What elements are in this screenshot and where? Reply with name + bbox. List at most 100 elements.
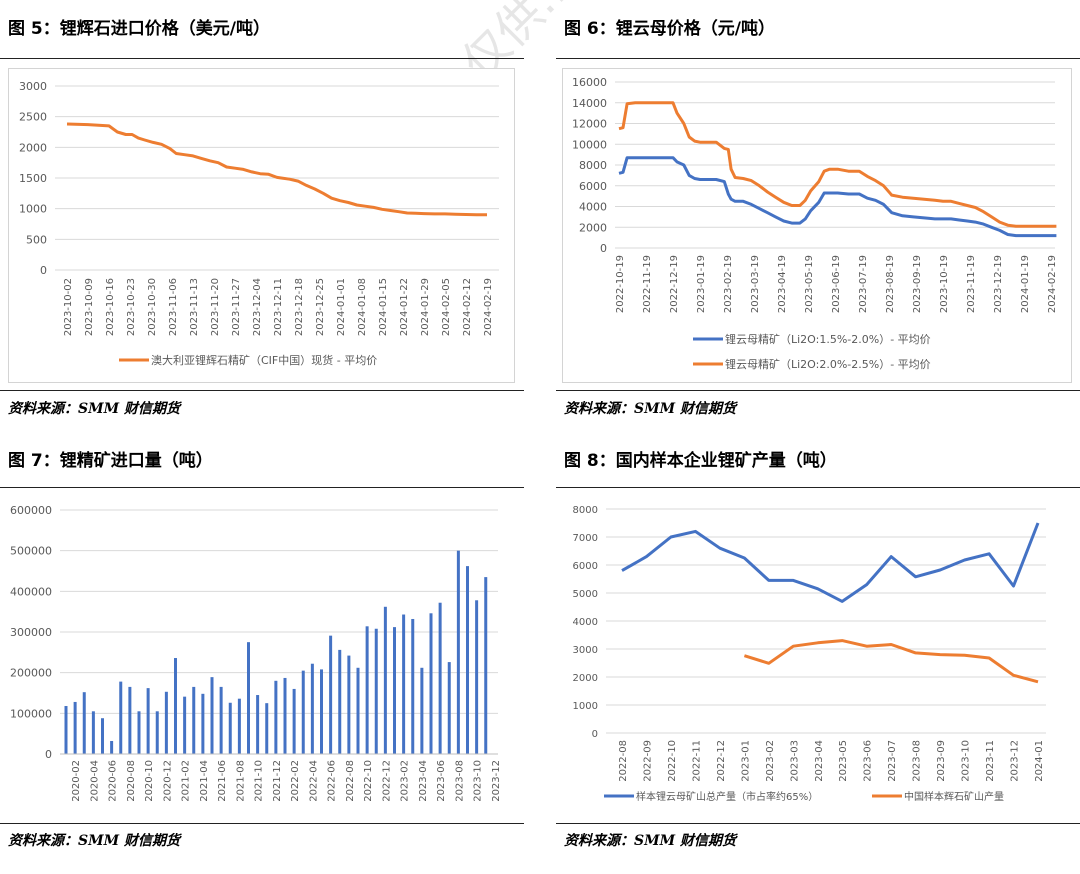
series-line xyxy=(66,122,487,217)
y-tick-label: 16000 xyxy=(572,76,607,89)
figure-7-top-rule xyxy=(0,487,524,488)
y-tick-label: 500000 xyxy=(10,545,52,558)
bar xyxy=(402,614,406,754)
x-tick-label: 2023-04 xyxy=(814,740,825,782)
x-tick-label: 2023-12 xyxy=(1010,740,1021,782)
y-tick-label: 0 xyxy=(45,748,52,761)
y-tick-label: 3000 xyxy=(19,80,47,93)
bar xyxy=(484,577,488,754)
bar xyxy=(365,626,369,754)
bar xyxy=(338,649,342,754)
bar xyxy=(265,703,269,754)
bar xyxy=(310,663,314,754)
x-tick-label: 2024-02-19 xyxy=(483,278,494,336)
x-tick-label: 2023-06-19 xyxy=(831,255,842,313)
series-line xyxy=(618,156,1057,238)
x-tick-label: 2023-08 xyxy=(454,760,465,802)
bar xyxy=(411,618,415,754)
y-tick-label: 1000 xyxy=(19,203,47,216)
x-tick-label: 2023-02 xyxy=(400,760,411,802)
x-tick-label: 2023-03 xyxy=(789,740,800,782)
bar xyxy=(301,670,305,754)
y-tick-label: 600000 xyxy=(10,504,52,517)
x-tick-label: 2022-06 xyxy=(327,760,338,802)
bar xyxy=(219,686,223,754)
bar xyxy=(256,695,260,754)
y-tick-label: 2500 xyxy=(19,111,47,124)
x-tick-label: 2023-05-19 xyxy=(804,255,815,313)
x-tick-label: 2022-11-19 xyxy=(642,255,653,313)
y-tick-label: 0 xyxy=(40,264,47,277)
bar xyxy=(155,711,159,754)
y-tick-label: 100000 xyxy=(10,707,52,720)
bar xyxy=(283,677,287,754)
y-tick-label: 2000 xyxy=(573,673,598,684)
x-tick-label: 2023-09-19 xyxy=(912,255,923,313)
x-tick-label: 2022-10-19 xyxy=(615,255,626,313)
x-tick-label: 2024-01-15 xyxy=(378,278,389,336)
bar xyxy=(228,702,232,754)
legend-label: 锂云母精矿（Li2O:2.0%-2.5%）- 平均价 xyxy=(725,357,931,371)
bar xyxy=(329,635,333,754)
bar xyxy=(274,680,278,754)
y-tick-label: 7000 xyxy=(573,533,598,544)
bar xyxy=(192,686,196,754)
x-tick-label: 2024-01-01 xyxy=(336,278,347,336)
bar xyxy=(374,628,378,754)
bar xyxy=(247,642,250,754)
x-tick-label: 2023-11 xyxy=(985,740,996,782)
y-tick-label: 12000 xyxy=(572,118,607,131)
x-tick-label: 2022-11 xyxy=(691,740,702,782)
x-tick-label: 2022-12 xyxy=(381,760,392,802)
x-tick-label: 2023-10-30 xyxy=(147,278,158,336)
x-tick-label: 2024-02-05 xyxy=(441,278,452,336)
x-tick-label: 2023-04 xyxy=(418,760,429,802)
y-tick-label: 6000 xyxy=(573,561,598,572)
x-tick-label: 2022-08 xyxy=(345,760,356,802)
x-tick-label: 2024-01 xyxy=(1034,740,1045,782)
figure-6-chart-frame: 0 2000 4000 6000 8000 10000 12000 14000 16000 202… xyxy=(562,68,1072,383)
x-tick-label: 2021-02 xyxy=(181,760,192,802)
x-tick-label: 2023-08-19 xyxy=(885,255,896,313)
bar xyxy=(429,613,433,754)
x-tick-label: 2020-04 xyxy=(89,760,100,802)
figure-5-chart: 0 500 1000 1500 2000 2500 3000 2023-10-02 2023-1… xyxy=(19,80,499,367)
figure-6-chart: 0 2000 4000 6000 8000 10000 12000 14000 16000 202… xyxy=(572,76,1058,371)
x-tick-label: 2023-04-19 xyxy=(777,255,788,313)
x-tick-label: 2021-04 xyxy=(199,760,210,802)
bar xyxy=(82,692,86,754)
bar xyxy=(201,693,205,754)
y-tick-label: 5000 xyxy=(573,589,598,600)
x-tick-label: 2020-02 xyxy=(71,760,82,802)
x-tick-label: 2023-10-02 xyxy=(63,278,74,336)
y-tick-label: 14000 xyxy=(572,97,607,110)
series-line xyxy=(621,522,1040,603)
figure-8-bottom-rule xyxy=(556,823,1080,824)
x-tick-label: 2024-01-29 xyxy=(420,278,431,336)
x-tick-label: 2023-11-20 xyxy=(210,278,221,336)
x-tick-label: 2023-08 xyxy=(912,740,923,782)
figure-5-bottom-rule xyxy=(0,390,524,391)
x-tick-label: 2023-10-19 xyxy=(939,255,950,313)
bar xyxy=(101,718,104,754)
bar xyxy=(128,686,132,754)
x-tick-label: 2023-10-23 xyxy=(126,278,137,336)
figure-5-chart-frame: 0 500 1000 1500 2000 2500 3000 2023-10-02 2023-1… xyxy=(8,68,515,383)
x-tick-label: 2022-02 xyxy=(290,760,301,802)
bar xyxy=(164,691,168,754)
x-tick-label: 2023-11-06 xyxy=(168,278,179,336)
y-tick-label: 10000 xyxy=(572,138,607,151)
y-tick-label: 300000 xyxy=(10,626,52,639)
legend-label: 样本锂云母矿山总产量（市占率约65%） xyxy=(636,790,818,803)
x-tick-label: 2023-06 xyxy=(863,740,874,782)
figure-7-chart-area: 0 100000 200000 300000 400000 500000 600000 202… xyxy=(0,492,520,819)
bar xyxy=(137,711,141,754)
series-line xyxy=(618,101,1057,228)
x-tick-label: 2024-02-12 xyxy=(462,278,473,336)
x-tick-label: 2023-10-09 xyxy=(84,278,95,336)
bar xyxy=(73,701,77,754)
legend-label: 澳大利亚锂辉石精矿（CIF中国）现货 - 平均价 xyxy=(151,353,377,367)
x-tick-label: 2023-11-27 xyxy=(231,278,242,336)
x-tick-label: 2024-02-19 xyxy=(1047,255,1058,313)
legend-label: 锂云母精矿（Li2O:1.5%-2.0%）- 平均价 xyxy=(725,332,931,346)
